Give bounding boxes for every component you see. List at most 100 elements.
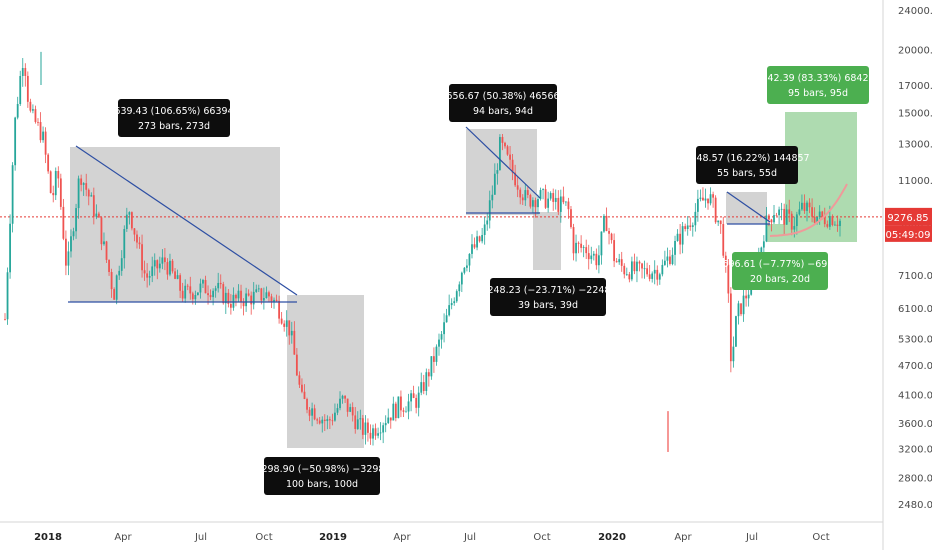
candle-body[interactable]: [245, 293, 248, 307]
candle-body[interactable]: [658, 274, 661, 280]
candle-body[interactable]: [346, 398, 349, 412]
candle-body[interactable]: [369, 432, 372, 439]
candle-body[interactable]: [727, 264, 730, 294]
candle-body[interactable]: [724, 255, 727, 265]
candle-body[interactable]: [265, 292, 268, 299]
candle-body[interactable]: [592, 253, 595, 256]
candle-body[interactable]: [75, 208, 77, 232]
measure-zone[interactable]: [287, 295, 364, 448]
candle-body[interactable]: [773, 215, 775, 223]
candle-body[interactable]: [372, 428, 374, 439]
candle-body[interactable]: [351, 407, 354, 416]
candle-body[interactable]: [742, 295, 745, 315]
candle-body[interactable]: [242, 302, 245, 307]
candle-body[interactable]: [202, 279, 204, 284]
candle-body[interactable]: [138, 242, 141, 245]
candle-body[interactable]: [285, 320, 288, 327]
candle-body[interactable]: [572, 227, 575, 254]
candle-body[interactable]: [321, 419, 324, 424]
candle-body[interactable]: [646, 268, 649, 275]
candle-body[interactable]: [608, 230, 610, 234]
candle-body[interactable]: [544, 189, 547, 208]
candle-body[interactable]: [37, 121, 39, 123]
candle-body[interactable]: [405, 411, 407, 413]
candle-body[interactable]: [816, 216, 819, 223]
candle-body[interactable]: [214, 288, 217, 291]
candle-body[interactable]: [42, 131, 44, 141]
candle-body[interactable]: [323, 419, 326, 422]
candle-body[interactable]: [653, 269, 656, 274]
candle-body[interactable]: [709, 194, 712, 204]
candle-body[interactable]: [194, 294, 197, 300]
candle-body[interactable]: [130, 212, 133, 229]
candle-body[interactable]: [82, 183, 85, 185]
candle-body[interactable]: [54, 170, 57, 196]
candle-body[interactable]: [570, 209, 572, 228]
candle-body[interactable]: [179, 275, 182, 291]
candle-body[interactable]: [387, 417, 390, 424]
candle-body[interactable]: [389, 417, 392, 421]
candle-body[interactable]: [235, 294, 237, 299]
candle-body[interactable]: [270, 296, 273, 303]
candle-body[interactable]: [696, 198, 699, 212]
candle-body[interactable]: [625, 274, 628, 276]
candle-body[interactable]: [615, 261, 618, 263]
measure-label-box[interactable]: [732, 252, 828, 290]
candle-body[interactable]: [529, 194, 532, 207]
candle-body[interactable]: [491, 194, 494, 201]
candle-body[interactable]: [148, 276, 151, 278]
candle-body[interactable]: [689, 225, 692, 227]
candle-body[interactable]: [549, 193, 552, 199]
candle-body[interactable]: [547, 198, 550, 208]
candle-body[interactable]: [661, 264, 664, 275]
candle-body[interactable]: [59, 178, 62, 207]
candle-body[interactable]: [306, 398, 308, 410]
candle-body[interactable]: [795, 214, 798, 227]
candle-body[interactable]: [349, 407, 352, 412]
candle-body[interactable]: [537, 199, 539, 208]
candle-body[interactable]: [280, 318, 283, 324]
candle-body[interactable]: [52, 192, 55, 196]
candle-body[interactable]: [603, 215, 605, 232]
candle-body[interactable]: [798, 209, 801, 215]
measure-label-box[interactable]: [696, 146, 798, 184]
candle-body[interactable]: [762, 241, 765, 248]
candle-body[interactable]: [641, 263, 643, 269]
candle-body[interactable]: [273, 299, 275, 303]
candle-body[interactable]: [92, 195, 95, 217]
candle-body[interactable]: [443, 322, 445, 335]
measure-label-box[interactable]: [767, 66, 869, 104]
candle-body[interactable]: [118, 270, 121, 276]
candle-body[interactable]: [90, 195, 93, 197]
candle-body[interactable]: [445, 315, 448, 323]
candle-body[interactable]: [790, 213, 793, 230]
candle-body[interactable]: [283, 323, 286, 327]
candle-body[interactable]: [552, 193, 555, 202]
candle-body[interactable]: [217, 282, 220, 289]
candle-body[interactable]: [554, 197, 557, 202]
candle-body[interactable]: [303, 391, 306, 399]
trendline[interactable]: [465, 126, 541, 199]
candle-body[interactable]: [643, 268, 646, 270]
candle-body[interactable]: [275, 299, 278, 301]
candle-body[interactable]: [433, 356, 435, 362]
measure-label-box[interactable]: [449, 84, 557, 122]
candle-body[interactable]: [506, 146, 509, 155]
candle-body[interactable]: [361, 418, 364, 435]
candle-body[interactable]: [801, 202, 803, 210]
candle-body[interactable]: [435, 346, 438, 362]
candle-body[interactable]: [453, 301, 456, 304]
candle-body[interactable]: [311, 408, 313, 416]
candle-body[interactable]: [19, 76, 22, 105]
candle-body[interactable]: [196, 292, 199, 295]
candle-body[interactable]: [575, 242, 577, 254]
candle-body[interactable]: [587, 253, 590, 260]
candle-body[interactable]: [95, 213, 98, 217]
candle-body[interactable]: [47, 154, 50, 172]
candle-body[interactable]: [29, 101, 32, 111]
candle-body[interactable]: [600, 231, 603, 256]
candle-body[interactable]: [417, 392, 420, 408]
candle-body[interactable]: [189, 286, 192, 294]
candle-body[interactable]: [9, 223, 11, 273]
candle-body[interactable]: [199, 283, 202, 293]
